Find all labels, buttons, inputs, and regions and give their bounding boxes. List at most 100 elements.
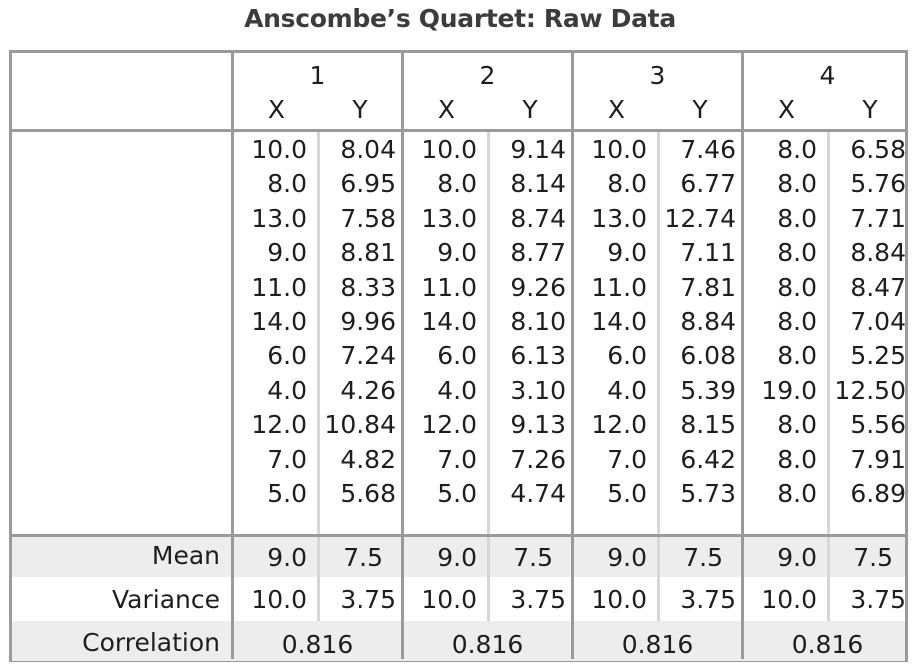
group-divider xyxy=(741,53,744,659)
mean-y-cell: 7.5 xyxy=(513,543,553,572)
mean-x-cell: 9.0 xyxy=(267,543,307,572)
group-divider xyxy=(571,53,574,659)
y-column-header: Y xyxy=(352,95,368,124)
x-value-cell: 13.0 xyxy=(591,204,647,233)
x-value-cell: 6.0 xyxy=(607,341,647,370)
x-column-header: X xyxy=(437,95,456,124)
correlation-cell: 0.816 xyxy=(281,630,354,659)
y-value-cell: 5.25 xyxy=(850,341,906,370)
anscombe-table: Mean Variance Correlation 1 X Y 10.0 8.04 8.0 6.9… xyxy=(9,50,908,662)
xy-divider xyxy=(487,537,490,621)
x-value-cell: 8.0 xyxy=(437,169,477,198)
y-value-cell: 9.26 xyxy=(510,273,566,302)
x-value-cell: 12.0 xyxy=(251,410,307,439)
xy-divider xyxy=(657,537,660,621)
x-value-cell: 11.0 xyxy=(251,273,307,302)
y-value-cell: 6.13 xyxy=(510,341,566,370)
correlation-cell: 0.816 xyxy=(451,630,524,659)
y-value-cell: 7.71 xyxy=(850,204,906,233)
dataset-number-header: 2 xyxy=(479,61,496,90)
x-value-cell: 14.0 xyxy=(251,307,307,336)
y-value-cell: 3.10 xyxy=(510,376,566,405)
x-value-cell: 5.0 xyxy=(267,479,307,508)
x-value-cell: 10.0 xyxy=(251,135,307,164)
y-value-cell: 6.08 xyxy=(680,341,736,370)
x-value-cell: 8.0 xyxy=(777,307,817,336)
x-value-cell: 8.0 xyxy=(777,204,817,233)
y-value-cell: 6.58 xyxy=(850,135,906,164)
xy-divider xyxy=(317,537,320,621)
x-value-cell: 9.0 xyxy=(607,238,647,267)
y-value-cell: 7.04 xyxy=(850,307,906,336)
x-value-cell: 8.0 xyxy=(777,135,817,164)
summary-label-variance: Variance xyxy=(112,585,220,614)
y-value-cell: 8.84 xyxy=(680,307,736,336)
header-divider xyxy=(12,129,905,132)
x-value-cell: 9.0 xyxy=(267,238,307,267)
table-title: Anscombe’s Quartet: Raw Data xyxy=(244,4,676,33)
y-value-cell: 6.95 xyxy=(340,169,396,198)
mean-x-cell: 9.0 xyxy=(437,543,477,572)
mean-row-band xyxy=(12,537,905,577)
y-value-cell: 9.13 xyxy=(510,410,566,439)
y-column-header: Y xyxy=(862,95,878,124)
y-value-cell: 5.68 xyxy=(340,479,396,508)
y-value-cell: 9.14 xyxy=(510,135,566,164)
y-value-cell: 8.81 xyxy=(340,238,396,267)
y-value-cell: 7.11 xyxy=(680,238,736,267)
y-value-cell: 4.26 xyxy=(340,376,396,405)
dataset-number-header: 3 xyxy=(649,61,666,90)
correlation-cell: 0.816 xyxy=(791,630,864,659)
y-value-cell: 5.73 xyxy=(680,479,736,508)
y-value-cell: 10.84 xyxy=(324,410,396,439)
variance-y-cell: 3.75 xyxy=(850,585,906,614)
y-column-header: Y xyxy=(692,95,708,124)
y-value-cell: 5.76 xyxy=(850,169,906,198)
x-value-cell: 10.0 xyxy=(591,135,647,164)
x-value-cell: 13.0 xyxy=(251,204,307,233)
mean-x-cell: 9.0 xyxy=(607,543,647,572)
x-value-cell: 8.0 xyxy=(777,273,817,302)
x-value-cell: 12.0 xyxy=(591,410,647,439)
mean-y-cell: 7.5 xyxy=(683,543,723,572)
y-value-cell: 7.46 xyxy=(680,135,736,164)
y-value-cell: 7.58 xyxy=(340,204,396,233)
y-value-cell: 7.24 xyxy=(340,341,396,370)
mean-x-cell: 9.0 xyxy=(777,543,817,572)
dataset-number-header: 4 xyxy=(819,61,836,90)
y-value-cell: 6.77 xyxy=(680,169,736,198)
group-divider xyxy=(231,53,234,659)
x-value-cell: 8.0 xyxy=(267,169,307,198)
x-value-cell: 5.0 xyxy=(437,479,477,508)
x-value-cell: 11.0 xyxy=(591,273,647,302)
x-value-cell: 8.0 xyxy=(777,410,817,439)
variance-y-cell: 3.75 xyxy=(510,585,566,614)
summary-label-correlation: Correlation xyxy=(82,628,220,657)
x-value-cell: 8.0 xyxy=(777,479,817,508)
y-value-cell: 4.82 xyxy=(340,445,396,474)
summary-label-mean: Mean xyxy=(151,541,220,570)
x-value-cell: 6.0 xyxy=(267,341,307,370)
y-value-cell: 5.39 xyxy=(680,376,736,405)
y-value-cell: 7.81 xyxy=(680,273,736,302)
x-value-cell: 4.0 xyxy=(437,376,477,405)
x-value-cell: 5.0 xyxy=(607,479,647,508)
y-value-cell: 8.10 xyxy=(510,307,566,336)
y-value-cell: 12.74 xyxy=(664,204,736,233)
variance-x-cell: 10.0 xyxy=(761,585,817,614)
x-value-cell: 8.0 xyxy=(777,341,817,370)
x-value-cell: 9.0 xyxy=(437,238,477,267)
y-value-cell: 8.33 xyxy=(340,273,396,302)
y-value-cell: 8.84 xyxy=(850,238,906,267)
xy-divider xyxy=(657,132,660,534)
correlation-row-band xyxy=(12,621,905,661)
x-column-header: X xyxy=(267,95,286,124)
y-value-cell: 7.91 xyxy=(850,445,906,474)
x-value-cell: 8.0 xyxy=(777,169,817,198)
xy-divider xyxy=(827,537,830,621)
y-value-cell: 8.47 xyxy=(850,273,906,302)
x-value-cell: 7.0 xyxy=(607,445,647,474)
x-value-cell: 8.0 xyxy=(777,238,817,267)
x-column-header: X xyxy=(777,95,796,124)
x-value-cell: 4.0 xyxy=(607,376,647,405)
